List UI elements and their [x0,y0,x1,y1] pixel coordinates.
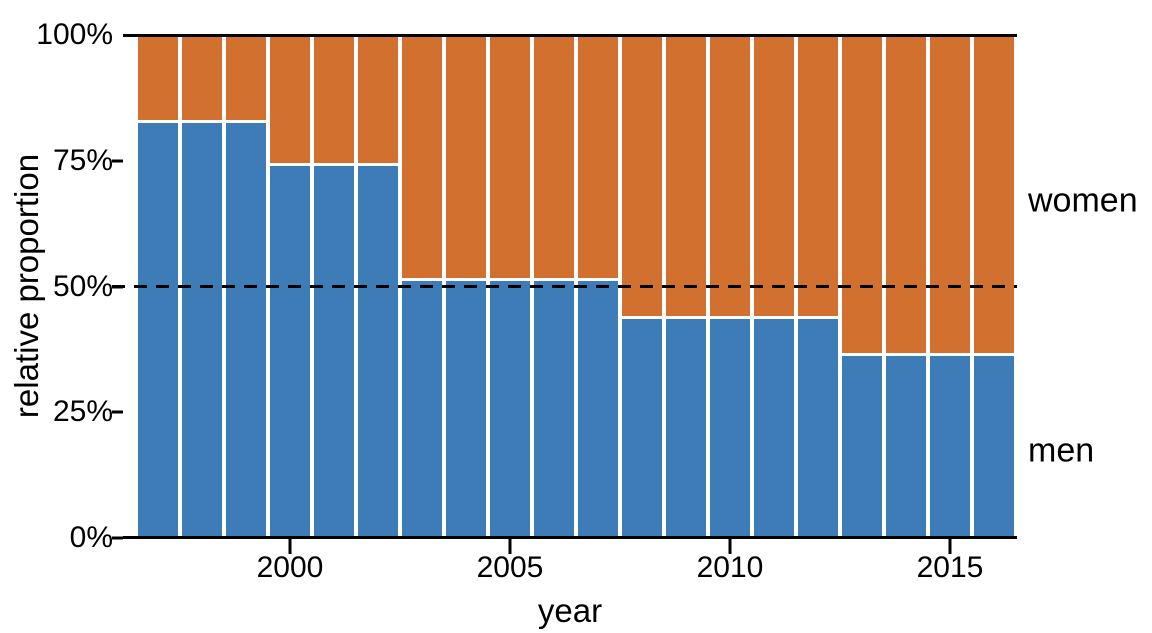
bar-segment-women [974,37,1014,357]
bar-2010 [710,37,750,538]
bar-segment-women [270,37,310,166]
bar-2011 [754,37,794,538]
bar-segment-men [666,318,706,538]
bar-2005 [490,37,530,538]
bar-segment-women [666,37,706,319]
x-tick-mark-2015 [948,539,952,554]
bar-2004 [446,37,486,538]
x-axis-title: year [537,592,603,629]
bar-2012 [798,37,838,538]
x-tick-mark-2005 [508,539,512,554]
bar-2001 [314,37,354,538]
bar-segment-women [138,37,178,123]
bar-segment-women [578,37,618,282]
bar-2002 [358,37,398,538]
bar-segment-men [358,165,398,538]
x-tick-label-2005: 2005 [476,551,544,584]
series-label-women: women [1028,181,1138,220]
bar-2013 [842,37,882,538]
bar-2006 [534,37,574,538]
bar-segment-women [622,37,662,319]
x-tick-mark-2010 [728,539,732,554]
bar-segment-men [974,356,1014,538]
bar-segment-men [754,318,794,538]
x-tick-label-2015: 2015 [916,551,984,584]
bar-segment-women [754,37,794,319]
x-axis-line [123,536,1017,539]
bar-1998 [182,37,222,538]
bar-segment-women [798,37,838,319]
bar-1999 [226,37,266,538]
top-axis-line [123,34,1017,37]
bar-segment-men [314,165,354,538]
bar-2008 [622,37,662,538]
y-tick-label-100: 100% [36,18,113,51]
y-tick-label-25: 25% [52,395,113,429]
bar-segment-men [490,281,530,538]
bar-2003 [402,37,442,538]
bar-segment-women [446,37,486,282]
bar-segment-women [358,37,398,166]
bar-segment-women [226,37,266,123]
fifty-percent-dashed-reference-line [112,285,1017,288]
bar-segment-men [622,318,662,538]
bar-segment-men [446,281,486,538]
series-label-men: men [1028,431,1095,470]
bar-segment-men [182,122,222,538]
plot-area [112,34,1017,539]
bar-segment-men [886,356,926,538]
bar-2014 [886,37,926,538]
bar-segment-men [798,318,838,538]
y-tick-mark-0 [112,536,123,540]
bar-segment-men [226,122,266,538]
bar-segment-women [842,37,882,357]
bar-2015 [930,37,970,538]
bar-segment-men [842,356,882,538]
y-tick-label-75: 75% [52,143,113,177]
bar-segment-men [710,318,750,538]
bar-segment-men [534,281,574,538]
bar-segment-women [314,37,354,166]
bar-segment-women [886,37,926,357]
bar-segment-men [930,356,970,538]
bar-2009 [666,37,706,538]
y-tick-mark-25 [112,410,123,414]
y-tick-mark-75 [112,159,123,163]
x-tick-label-2010: 2010 [696,551,764,584]
y-tick-label-50: 50% [52,269,113,303]
bar-segment-men [138,122,178,538]
bar-segment-women [490,37,530,282]
x-tick-label-2000: 2000 [256,551,324,584]
bar-segment-women [534,37,574,282]
bar-2000 [270,37,310,538]
bar-segment-women [930,37,970,357]
bar-segment-men [402,281,442,538]
bar-1997 [138,37,178,538]
bar-segment-men [578,281,618,538]
bar-segment-women [182,37,222,123]
y-tick-label-0: 0% [69,521,113,554]
bar-segment-women [402,37,442,282]
bar-2016 [974,37,1014,538]
bar-segment-men [270,165,310,538]
bar-2007 [578,37,618,538]
bar-segment-women [710,37,750,319]
x-tick-mark-2000 [288,539,292,554]
